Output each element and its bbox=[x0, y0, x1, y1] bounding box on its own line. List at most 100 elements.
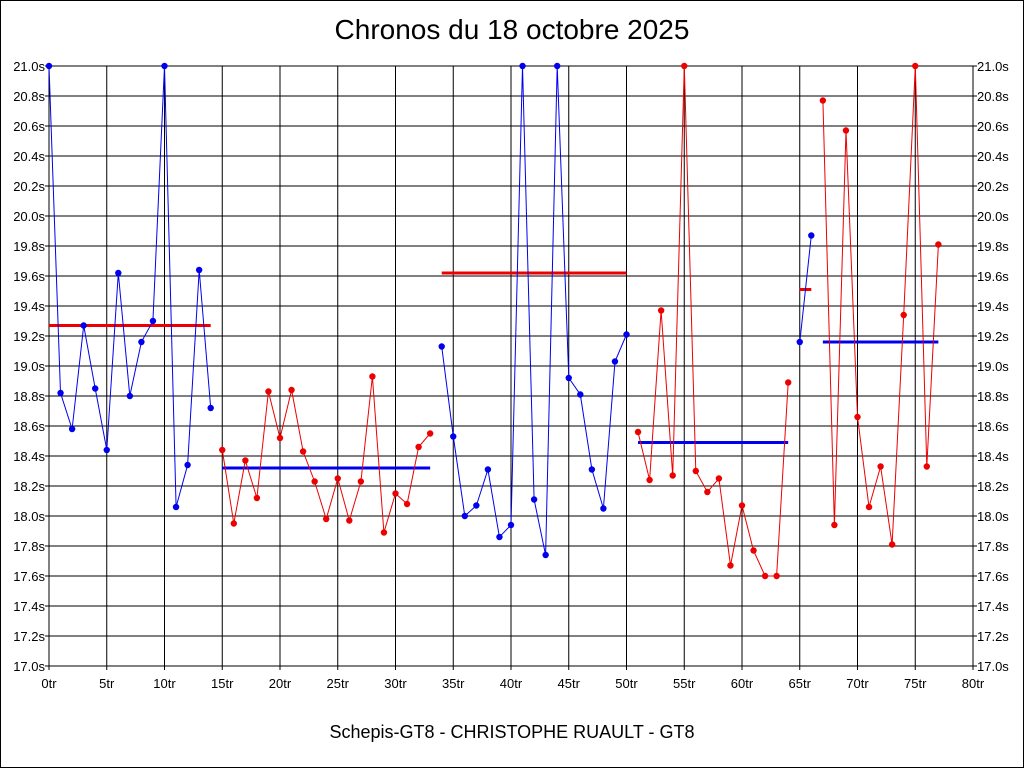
x-tick-label: 60tr bbox=[731, 676, 754, 691]
data-point bbox=[634, 428, 642, 436]
y-tick-label-left: 20.8s bbox=[13, 89, 45, 104]
data-point bbox=[519, 62, 526, 70]
y-tick-label-right: 20.6s bbox=[977, 119, 1009, 134]
x-tick-label: 70tr bbox=[846, 676, 869, 691]
data-point bbox=[565, 374, 572, 382]
data-point bbox=[484, 466, 492, 473]
x-tick-label: 75tr bbox=[904, 676, 927, 691]
data-point bbox=[600, 505, 607, 512]
x-tick-label: 10tr bbox=[153, 676, 176, 691]
y-tick-label-left: 20.4s bbox=[13, 149, 45, 164]
data-point bbox=[253, 494, 261, 502]
data-point bbox=[496, 533, 503, 541]
data-point bbox=[80, 322, 87, 329]
y-tick-label-right: 17.0s bbox=[977, 659, 1009, 674]
data-point bbox=[935, 241, 942, 248]
data-point bbox=[426, 430, 434, 437]
y-tick-label-left: 18.0s bbox=[13, 509, 45, 524]
data-point bbox=[785, 379, 792, 386]
y-tick-label-right: 18.6s bbox=[977, 419, 1009, 434]
x-tick-label: 55tr bbox=[673, 676, 696, 691]
data-point bbox=[323, 515, 330, 523]
y-tick-label-left: 18.4s bbox=[13, 449, 45, 464]
data-point bbox=[750, 547, 757, 554]
y-tick-label-right: 19.2s bbox=[977, 329, 1009, 344]
data-point bbox=[623, 331, 630, 338]
data-point bbox=[138, 338, 145, 346]
data-point bbox=[865, 503, 873, 511]
series-line bbox=[637, 65, 789, 577]
y-tick-label-right: 17.2s bbox=[977, 629, 1009, 644]
x-tick-label: 20tr bbox=[269, 676, 292, 691]
y-tick-label-right: 20.4s bbox=[977, 149, 1009, 164]
data-point bbox=[45, 62, 53, 70]
data-point bbox=[149, 317, 157, 325]
data-point bbox=[831, 521, 838, 529]
data-point bbox=[738, 502, 746, 509]
y-tick-label-left: 19.4s bbox=[13, 299, 45, 314]
y-tick-label-right: 19.6s bbox=[977, 269, 1009, 284]
y-tick-label-right: 21.0s bbox=[977, 59, 1009, 74]
y-tick-label-left: 17.2s bbox=[13, 629, 45, 644]
x-tick-label: 40tr bbox=[500, 676, 523, 691]
data-point bbox=[669, 472, 676, 479]
y-tick-label-left: 17.4s bbox=[13, 599, 45, 614]
chart-subtitle: Schepis-GT8 - CHRISTOPHE RUAULT - GT8 bbox=[329, 722, 695, 742]
x-tick-label: 80tr bbox=[962, 676, 985, 691]
data-point bbox=[877, 463, 884, 470]
data-point bbox=[473, 502, 480, 509]
y-tick-label-left: 18.8s bbox=[13, 389, 45, 404]
y-tick-label-left: 21.0s bbox=[13, 59, 45, 74]
y-tick-label-left: 17.6s bbox=[13, 569, 45, 584]
data-point bbox=[450, 433, 457, 440]
data-point bbox=[842, 127, 850, 134]
data-point bbox=[161, 62, 168, 70]
data-point bbox=[912, 62, 919, 70]
data-point bbox=[369, 373, 376, 380]
x-tick-label: 65tr bbox=[789, 676, 812, 691]
data-point bbox=[577, 391, 584, 398]
chart-title: Chronos du 18 octobre 2025 bbox=[334, 14, 690, 45]
y-tick-label-right: 20.0s bbox=[977, 209, 1009, 224]
y-tick-label-right: 19.8s bbox=[977, 239, 1009, 254]
y-tick-label-right: 18.2s bbox=[977, 479, 1009, 494]
data-point bbox=[923, 463, 930, 470]
data-point bbox=[808, 232, 815, 239]
y-tick-label-left: 20.6s bbox=[13, 119, 45, 134]
data-point bbox=[103, 446, 110, 454]
data-point bbox=[681, 62, 688, 70]
data-point bbox=[265, 388, 272, 395]
y-tick-label-left: 19.2s bbox=[13, 329, 45, 344]
data-point bbox=[588, 466, 596, 473]
data-point bbox=[115, 269, 122, 277]
data-point bbox=[657, 307, 665, 314]
x-tick-label: 45tr bbox=[558, 676, 581, 691]
data-point bbox=[438, 343, 445, 350]
y-tick-label-right: 17.8s bbox=[977, 539, 1009, 554]
data-point bbox=[242, 457, 249, 464]
y-tick-label-right: 17.6s bbox=[977, 569, 1009, 584]
data-point bbox=[276, 434, 284, 442]
y-tick-label-left: 19.0s bbox=[13, 359, 45, 374]
data-point bbox=[507, 521, 515, 529]
y-tick-label-right: 20.8s bbox=[977, 89, 1009, 104]
data-point bbox=[611, 358, 619, 365]
x-tick-label: 35tr bbox=[442, 676, 465, 691]
x-tick-label: 0tr bbox=[41, 676, 57, 691]
data-point bbox=[57, 389, 64, 397]
y-tick-label-right: 18.0s bbox=[977, 509, 1009, 524]
data-point bbox=[692, 467, 699, 475]
data-point bbox=[219, 446, 226, 454]
data-point bbox=[288, 386, 295, 394]
data-point bbox=[542, 551, 549, 559]
x-tick-label: 30tr bbox=[384, 676, 407, 691]
data-point bbox=[727, 562, 734, 569]
data-point bbox=[334, 475, 341, 482]
y-tick-label-right: 18.4s bbox=[977, 449, 1009, 464]
data-point bbox=[888, 541, 896, 548]
data-point bbox=[380, 529, 388, 536]
data-point bbox=[346, 517, 353, 524]
y-tick-label-right: 19.4s bbox=[977, 299, 1009, 314]
y-tick-label-right: 18.8s bbox=[977, 389, 1009, 404]
